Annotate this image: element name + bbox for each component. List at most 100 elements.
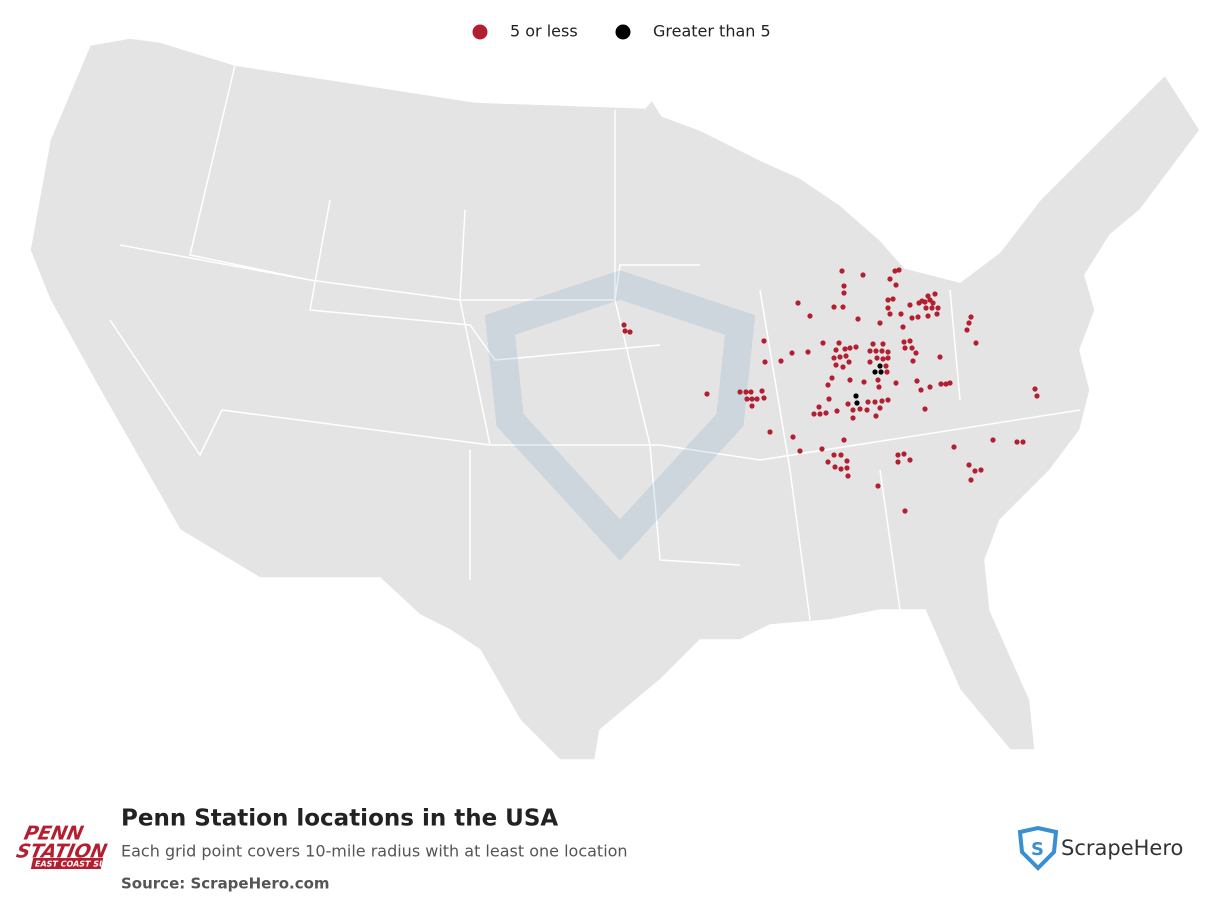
location-dot [887,311,893,317]
location-dot [823,410,829,416]
location-dot [743,389,749,395]
location-dot [820,340,826,346]
location-dot [907,338,913,344]
location-dot [829,375,835,381]
location-dot [925,293,931,299]
publisher-logo: S ScrapeHero [1017,825,1183,871]
location-dots [621,267,1040,514]
location-dot [932,291,938,297]
logo-tagline: EAST COAST SUBS [34,859,119,869]
location-dot [879,398,885,404]
location-dot [807,313,813,319]
location-dot [951,444,957,450]
location-dot [973,340,979,346]
location-dot [885,355,891,361]
location-dot [876,384,882,390]
location-dot [840,304,846,310]
location-dot [873,413,879,419]
location-dot [972,468,978,474]
location-dot [797,448,803,454]
location-dot [864,407,870,413]
location-dot [902,345,908,351]
location-dot [901,451,907,457]
location-dot [861,379,867,385]
location-dot [919,298,925,304]
location-dot [749,396,755,402]
location-dot [621,322,627,328]
location-dot [929,305,935,311]
location-dot [880,341,886,347]
location-dot [909,345,915,351]
legend-marker [472,24,488,40]
location-dot [754,396,760,402]
location-dot [778,358,784,364]
location-dot [761,395,767,401]
location-dot [838,452,844,458]
location-dot [841,290,847,296]
location-dot [737,389,743,395]
location-dot [744,396,750,402]
location-dot [900,324,906,330]
location-dot [790,434,796,440]
location-dot [922,406,928,412]
location-dot [843,353,849,359]
title: Penn Station locations in the USA [121,806,558,832]
location-dot [880,356,886,362]
location-dot [840,364,846,370]
location-dot [850,415,856,421]
logo-text: PENN [22,822,86,845]
legend-label: 5 or less [510,22,578,41]
location-dot [847,377,853,383]
location-dot [762,359,768,365]
location-dot [844,458,850,464]
location-dot [930,300,936,306]
location-dot [923,305,929,311]
location-dot [805,349,811,355]
location-dot [895,459,901,465]
location-dot [968,477,974,483]
location-dot [865,399,871,405]
location-dot [879,348,885,354]
location-dot [867,359,873,365]
location-dot [915,314,921,320]
location-dot [839,268,845,274]
location-dot [937,354,943,360]
location-dot [826,396,832,402]
location-dot [842,346,848,352]
state-borders [109,64,1081,621]
location-dot [844,465,850,471]
location-dot [845,401,851,407]
legend-marker [615,24,631,40]
location-dot [846,359,852,365]
location-dot [885,305,891,311]
legend: 5 or less Greater than 5 [472,22,771,41]
location-dot [853,393,859,399]
location-dot [831,355,837,361]
location-dot [850,407,856,413]
location-dot [907,457,913,463]
location-dot [867,348,873,354]
location-dot [855,316,861,322]
location-dot [761,338,767,344]
location-dot [819,446,825,452]
location-dot [854,400,860,406]
location-dot [893,282,899,288]
location-dot [825,382,831,388]
location-dot [832,464,838,470]
location-dot [749,403,755,409]
location-dot [895,452,901,458]
location-dot [964,327,970,333]
location-dot [872,399,878,405]
location-dot [885,349,891,355]
location-dot [990,437,996,443]
location-dot [1014,439,1020,445]
subtitle: Each grid point covers 10-mile radius wi… [121,842,628,861]
location-dot [811,411,817,417]
location-dot [836,340,842,346]
location-dot [934,311,940,317]
location-dot [817,411,823,417]
location-dot [857,406,863,412]
location-dot [1020,439,1026,445]
location-dot [978,467,984,473]
